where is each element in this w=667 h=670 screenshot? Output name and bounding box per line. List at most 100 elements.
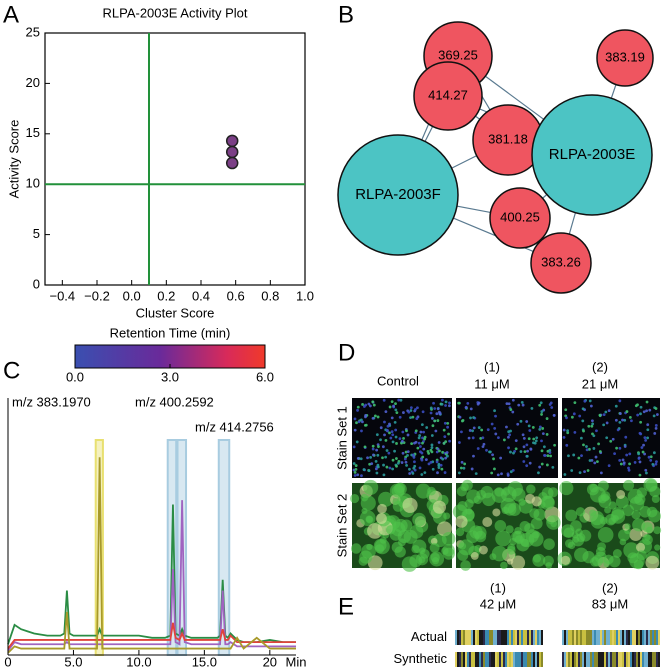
cell — [575, 507, 586, 517]
cell — [507, 402, 511, 406]
cell — [460, 460, 464, 464]
cell — [643, 436, 647, 440]
cell — [492, 457, 495, 461]
cell — [353, 428, 357, 432]
cell — [400, 439, 404, 443]
cell — [541, 432, 545, 436]
cell — [390, 400, 394, 404]
cell — [527, 424, 531, 428]
barcode-stripe — [485, 652, 487, 667]
cell — [476, 402, 480, 406]
barcode-stripe — [535, 630, 537, 645]
cell — [464, 405, 468, 409]
cell — [365, 515, 373, 523]
cell — [638, 473, 642, 477]
x-tick-label: 0.2 — [157, 288, 175, 303]
cell — [511, 398, 515, 402]
cell — [430, 434, 434, 437]
barcode-stripe — [654, 630, 656, 645]
cell — [411, 471, 415, 475]
barcode-stripe — [614, 652, 616, 667]
cell — [388, 422, 391, 426]
barcode-stripe — [467, 630, 469, 645]
x-tick-label: −0.2 — [84, 288, 110, 303]
cell — [514, 439, 518, 443]
x-tick-label: 1.0 — [296, 288, 314, 303]
cell — [597, 542, 606, 552]
cell — [356, 408, 359, 412]
cell — [624, 523, 631, 530]
barcode-stripe — [529, 630, 531, 645]
cell — [363, 479, 379, 495]
cell — [605, 436, 609, 440]
cell — [480, 428, 484, 432]
barcode-stripe — [503, 630, 505, 645]
cell — [618, 458, 622, 462]
barcode-stripe — [640, 630, 642, 645]
cell — [543, 538, 555, 550]
cell — [361, 420, 364, 424]
x-tick-label: 0.4 — [192, 288, 210, 303]
cell — [559, 481, 574, 496]
barcode-stripe — [564, 630, 566, 645]
cell — [562, 435, 566, 439]
cell — [499, 456, 503, 460]
cell — [516, 422, 520, 426]
cell — [509, 408, 513, 411]
barcode-stripe — [505, 652, 507, 667]
cell — [639, 412, 642, 416]
node-label: 381.18 — [488, 131, 528, 146]
cell — [654, 426, 658, 430]
cell — [645, 471, 648, 475]
column-conc: 83 μM — [592, 596, 628, 611]
cell — [613, 452, 616, 456]
barcode-stripe — [644, 652, 646, 667]
column-conc: 21 μM — [582, 376, 618, 391]
cell — [602, 423, 606, 427]
barcode-stripe — [499, 630, 501, 645]
barcode-stripe — [515, 652, 517, 667]
cell — [649, 459, 653, 462]
point — [225, 156, 239, 170]
cell — [409, 409, 413, 412]
barcode-stripe — [628, 652, 630, 667]
cell — [360, 429, 363, 433]
cell — [591, 555, 604, 567]
cell — [543, 454, 547, 457]
barcode-stripe — [566, 630, 568, 645]
barcode-stripe — [568, 652, 570, 667]
barcode-stripe — [523, 630, 525, 645]
cell — [609, 439, 613, 443]
cell — [636, 413, 640, 417]
cell — [430, 538, 438, 545]
cell — [526, 484, 536, 494]
cell — [447, 432, 450, 436]
cell — [505, 402, 509, 406]
colorbar-tick-label: 0.0 — [66, 369, 84, 384]
barcode-stripe — [533, 652, 535, 667]
cell — [406, 454, 409, 457]
annotation: m/z 383.1970 — [12, 394, 91, 409]
cell — [353, 417, 357, 421]
cell — [636, 550, 647, 561]
cell — [461, 418, 465, 422]
cell — [377, 503, 387, 514]
cell — [641, 450, 645, 454]
cell — [407, 410, 411, 414]
barcode-stripe — [654, 652, 656, 667]
barcode-stripe — [636, 630, 638, 645]
cell — [652, 451, 656, 455]
cell — [623, 479, 635, 491]
barcode-stripe — [497, 652, 499, 667]
cell — [413, 460, 416, 464]
cell — [521, 403, 525, 407]
cell — [540, 413, 543, 416]
cell — [424, 458, 428, 462]
x-tick-label: 10.0 — [126, 654, 151, 669]
cell — [500, 561, 508, 570]
cell — [408, 467, 411, 471]
cell — [565, 443, 569, 447]
cell — [552, 413, 556, 417]
barcode-stripe — [479, 652, 481, 667]
cell — [533, 508, 546, 521]
